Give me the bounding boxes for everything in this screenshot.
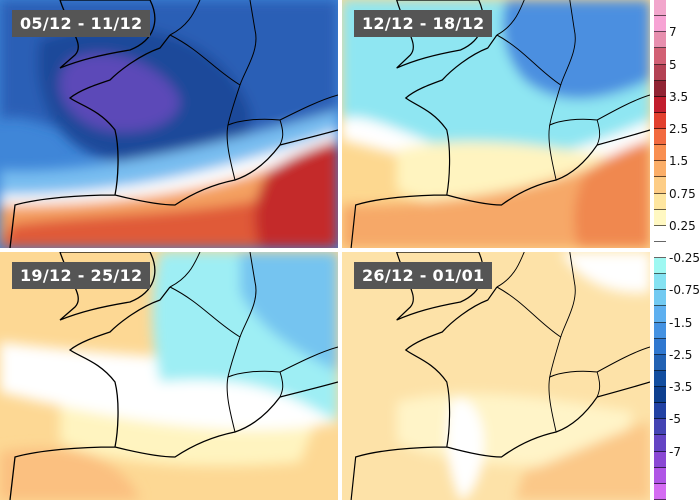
legend-label: 1.5 bbox=[669, 154, 689, 169]
legend-band bbox=[654, 258, 666, 275]
legend-band bbox=[654, 483, 666, 500]
legend-band bbox=[654, 306, 666, 323]
legend-label: 0.75 bbox=[669, 186, 696, 201]
legend-band bbox=[654, 193, 666, 210]
anomaly-contour-region bbox=[240, 252, 338, 372]
legend-label: -5 bbox=[669, 412, 681, 427]
anomaly-contour-region bbox=[254, 140, 338, 248]
legend-band bbox=[654, 354, 666, 371]
country-border bbox=[169, 286, 338, 378]
country-border bbox=[496, 0, 525, 36]
coastline bbox=[350, 286, 650, 500]
legend-band bbox=[654, 177, 666, 194]
country-border bbox=[560, 0, 576, 86]
country-border bbox=[279, 119, 284, 146]
anomaly-contour-region bbox=[342, 140, 650, 248]
anomaly-contour-region bbox=[0, 110, 338, 200]
map-canvas bbox=[342, 0, 650, 248]
map-panel-week-1: 05/12 - 11/12 bbox=[0, 0, 338, 248]
legend-label: 2.5 bbox=[669, 122, 689, 137]
legend-band bbox=[654, 370, 666, 388]
country-border bbox=[560, 252, 576, 338]
legend-band bbox=[654, 64, 666, 81]
anomaly-contour-region bbox=[560, 252, 650, 293]
legend-band bbox=[654, 467, 666, 484]
legend-band bbox=[654, 80, 666, 97]
map-panel-week-2: 12/12 - 18/12 bbox=[342, 0, 650, 248]
country-border bbox=[279, 371, 284, 398]
legend-band bbox=[654, 112, 666, 130]
color-bar bbox=[654, 0, 666, 500]
legend-band bbox=[654, 290, 666, 307]
country-border bbox=[239, 0, 257, 86]
legend-band bbox=[654, 435, 666, 452]
country-border bbox=[169, 0, 201, 36]
country-border bbox=[496, 34, 650, 126]
legend-band bbox=[654, 209, 666, 226]
coastline bbox=[350, 34, 650, 248]
map-panel-week-3: 19/12 - 25/12 bbox=[0, 252, 338, 500]
legend-band bbox=[654, 387, 666, 404]
legend-band bbox=[654, 16, 666, 33]
anomaly-contour-region bbox=[59, 53, 180, 132]
country-border bbox=[169, 34, 338, 126]
legend-label: -0.75 bbox=[669, 283, 700, 298]
color-scale-legend: 7 5 3.5 2.5 1.5 0.75 0.25 -0.25 -0.75 -1.5 -2.5 -3.… bbox=[650, 0, 700, 500]
anomaly-contour-region bbox=[0, 170, 338, 248]
anomaly-contour-region bbox=[502, 0, 650, 99]
panel-title: 19/12 - 25/12 bbox=[12, 262, 151, 289]
panel-title: 26/12 - 01/01 bbox=[354, 262, 493, 289]
country-border bbox=[226, 124, 236, 181]
country-border bbox=[496, 252, 525, 288]
legend-band bbox=[654, 0, 666, 17]
legend-label: 0.25 bbox=[669, 218, 696, 233]
legend-band bbox=[654, 338, 666, 355]
legend-band bbox=[654, 96, 666, 113]
legend-band bbox=[654, 241, 666, 259]
panel-title: 12/12 - 18/12 bbox=[354, 10, 493, 37]
legend-label: -3.5 bbox=[669, 380, 693, 395]
map-canvas bbox=[0, 0, 338, 248]
country-border bbox=[239, 252, 257, 338]
anomaly-contour-region bbox=[574, 140, 650, 248]
country-border bbox=[596, 119, 601, 146]
country-border bbox=[226, 376, 236, 433]
map-canvas bbox=[0, 252, 338, 500]
anomaly-contour-region bbox=[446, 398, 484, 500]
legend-label: 7 bbox=[669, 25, 677, 40]
anomaly-contour-region bbox=[0, 448, 140, 500]
legend-band bbox=[654, 451, 666, 468]
legend-band bbox=[654, 145, 666, 162]
legend-band bbox=[654, 161, 666, 178]
legend-label: 5 bbox=[669, 57, 677, 72]
legend-label: -1.5 bbox=[669, 315, 693, 330]
legend-band bbox=[654, 32, 666, 49]
map-canvas bbox=[342, 252, 650, 500]
anomaly-contour-region bbox=[0, 130, 338, 215]
country-border bbox=[548, 376, 557, 433]
legend-band bbox=[654, 274, 666, 291]
legend-label: -7 bbox=[669, 444, 681, 459]
legend-band bbox=[654, 403, 666, 420]
legend-label: -2.5 bbox=[669, 347, 693, 362]
legend-band bbox=[654, 225, 666, 242]
legend-band bbox=[654, 48, 666, 65]
legend-band bbox=[654, 419, 666, 436]
map-panel-week-4: 26/12 - 01/01 bbox=[342, 252, 650, 500]
legend-band bbox=[654, 322, 666, 339]
country-border bbox=[169, 252, 201, 288]
panel-title: 05/12 - 11/12 bbox=[12, 10, 151, 37]
country-border bbox=[596, 371, 601, 398]
legend-label: -0.25 bbox=[669, 251, 700, 266]
legend-label: 3.5 bbox=[669, 89, 689, 104]
country-border bbox=[548, 124, 557, 181]
anomaly-contour-region bbox=[515, 422, 650, 500]
country-border bbox=[496, 286, 650, 378]
legend-band bbox=[654, 129, 666, 146]
